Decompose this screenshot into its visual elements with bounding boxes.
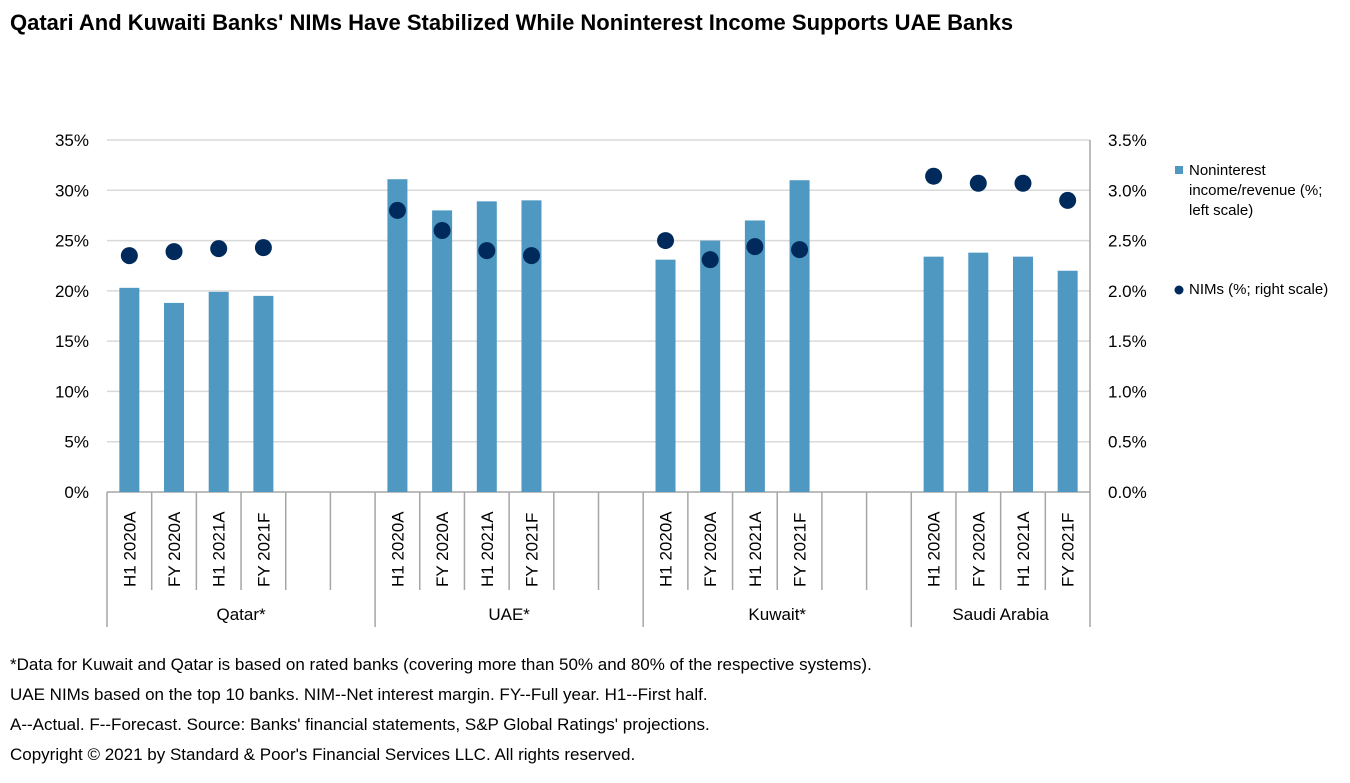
category-label: FY 2020A	[165, 511, 184, 587]
category-label: H1 2021A	[478, 511, 497, 587]
bar	[208, 291, 229, 492]
nim-dot	[433, 222, 451, 240]
right-tick-label: 0.0%	[1108, 483, 1147, 502]
legend-bar-swatch	[1175, 166, 1183, 174]
bar	[164, 302, 185, 492]
nim-dot	[657, 232, 675, 250]
category-label: FY 2021F	[254, 513, 273, 587]
nim-dot	[120, 247, 138, 265]
bar	[476, 201, 497, 492]
left-tick-label: 35%	[55, 131, 89, 150]
bar	[387, 179, 408, 493]
category-label: H1 2020A	[120, 511, 139, 587]
bar	[923, 256, 944, 492]
bar	[521, 200, 542, 493]
left-tick-label: 20%	[55, 282, 89, 301]
left-tick-label: 5%	[64, 433, 89, 452]
nim-dot	[969, 174, 987, 192]
legend-dot-label: NIMs (%; right scale)	[1189, 281, 1329, 298]
left-tick-label: 30%	[55, 181, 89, 200]
nim-dot	[254, 239, 272, 257]
category-label: FY 2020A	[433, 511, 452, 587]
category-label: H1 2021A	[1014, 511, 1033, 587]
bar	[789, 180, 810, 492]
nim-dot	[388, 201, 406, 219]
left-tick-label: 25%	[55, 232, 89, 251]
bar	[253, 295, 274, 492]
legend-bar-label: Noninterest income/revenue (%; left scal…	[1189, 162, 1323, 219]
bar	[119, 287, 140, 492]
right-tick-label: 1.0%	[1108, 382, 1147, 401]
bar	[1057, 270, 1078, 492]
group-label: Kuwait*	[748, 605, 806, 624]
bar	[432, 210, 453, 492]
right-tick-label: 0.5%	[1108, 433, 1147, 452]
bar	[968, 252, 989, 492]
group-label: Qatar*	[216, 605, 266, 624]
bar	[1012, 256, 1033, 492]
left-tick-label: 0%	[64, 483, 89, 502]
footnote-4: Copyright © 2021 by Standard & Poor's Fi…	[10, 745, 636, 764]
right-tick-label: 1.5%	[1108, 332, 1147, 351]
chart-plot: 0% 0.0% 5% 0.5% 10% 1.0% 15% 1.5% 20% 2.0% 25% 2.5%…	[55, 131, 1184, 627]
nim-dot	[210, 240, 228, 258]
nim-dot	[1059, 191, 1077, 209]
left-tick-label: 10%	[55, 382, 89, 401]
nim-dot	[478, 242, 496, 260]
nim-dot	[746, 238, 764, 256]
footnote-2: UAE NIMs based on the top 10 banks. NIM-…	[10, 685, 708, 704]
category-label: H1 2020A	[657, 511, 676, 587]
nim-dot	[701, 251, 719, 269]
category-label: H1 2020A	[388, 511, 407, 587]
nim-dot	[165, 243, 183, 261]
right-tick-label: 2.5%	[1108, 232, 1147, 251]
group-label: UAE*	[488, 605, 530, 624]
group-label: Saudi Arabia	[952, 605, 1049, 624]
category-label: FY 2021F	[791, 513, 810, 587]
chart-title: Qatari And Kuwaiti Banks' NIMs Have Stab…	[10, 10, 1014, 35]
nim-dot	[925, 167, 943, 185]
category-label: FY 2021F	[522, 513, 541, 587]
right-tick-label: 3.5%	[1108, 131, 1147, 150]
bar	[655, 259, 676, 492]
footnote-1: *Data for Kuwait and Qatar is based on r…	[10, 655, 872, 674]
footnote-3: A--Actual. F--Forecast. Source: Banks' f…	[10, 715, 710, 734]
category-label: H1 2020A	[925, 511, 944, 587]
nim-dot	[522, 247, 540, 265]
category-label: FY 2020A	[701, 511, 720, 587]
nim-dot	[1014, 174, 1032, 192]
category-label: H1 2021A	[746, 511, 765, 587]
left-tick-label: 15%	[55, 332, 89, 351]
legend-dot-swatch	[1174, 285, 1184, 295]
right-tick-label: 2.0%	[1108, 282, 1147, 301]
bar	[744, 220, 765, 492]
bar	[700, 240, 721, 492]
category-label: H1 2021A	[210, 511, 229, 587]
nim-dot	[791, 241, 809, 259]
category-label: FY 2021F	[1059, 513, 1078, 587]
right-tick-label: 3.0%	[1108, 181, 1147, 200]
category-label: FY 2020A	[969, 511, 988, 587]
